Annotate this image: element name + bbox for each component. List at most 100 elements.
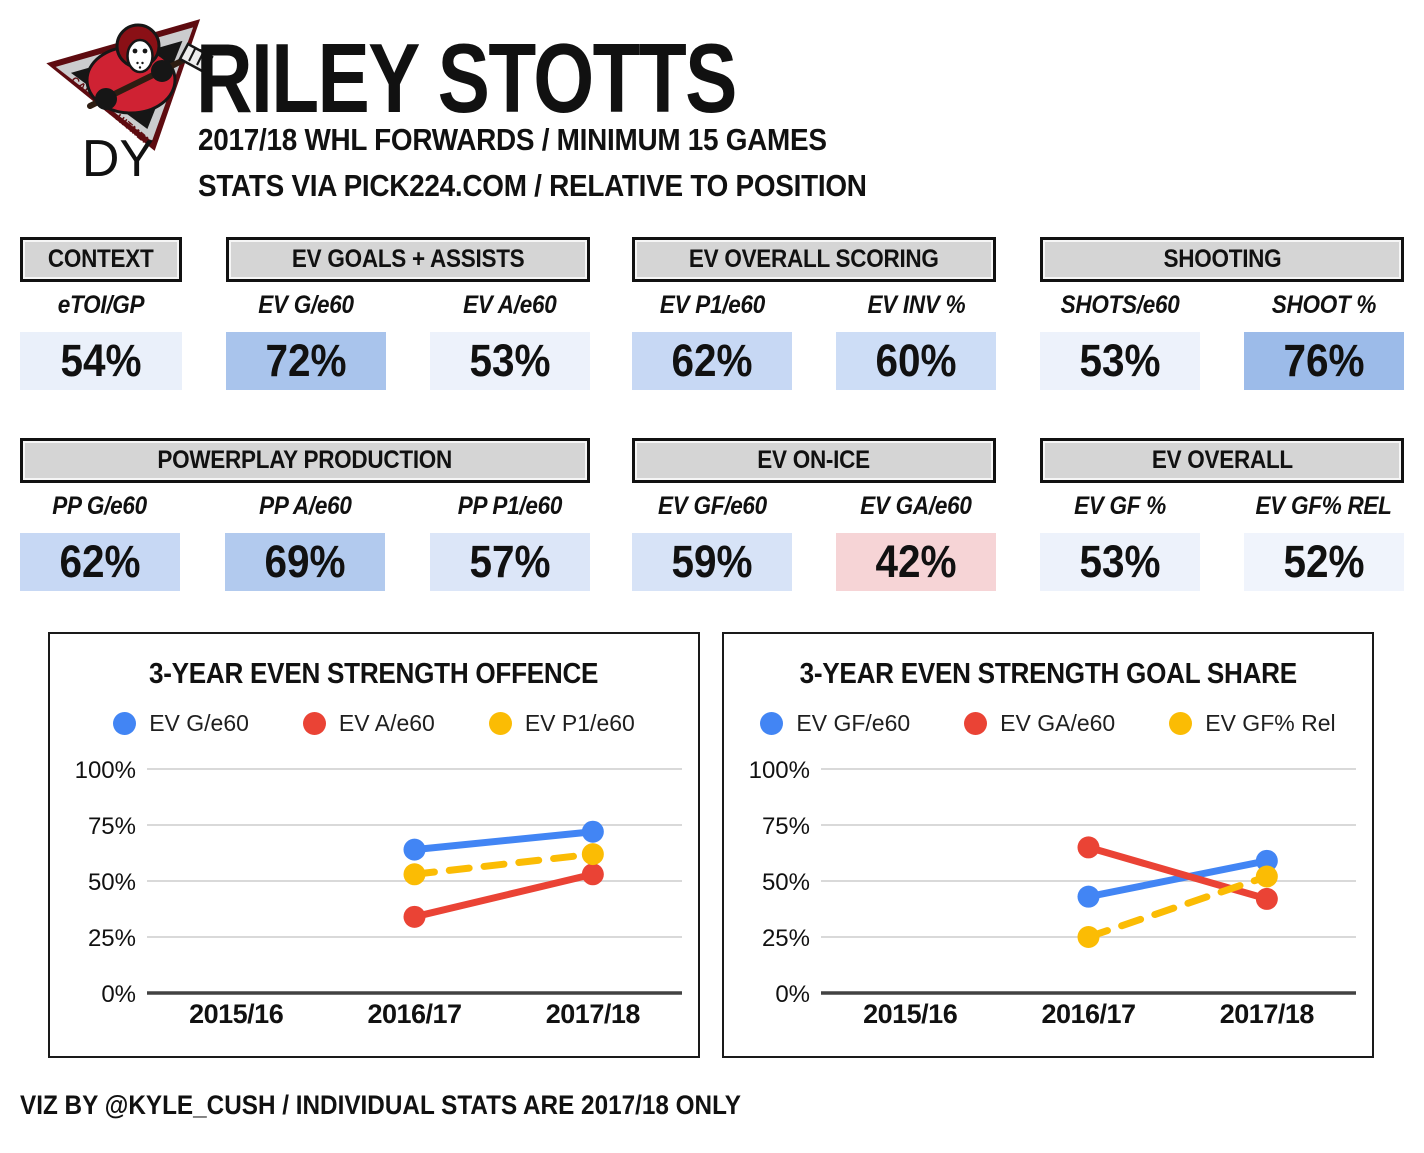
chart-title: 3-YEAR EVEN STRENGTH GOAL SHARE bbox=[799, 658, 1297, 690]
stat-label: EV INV % bbox=[867, 291, 965, 319]
stat-group-header: EV OVERALL SCORING bbox=[632, 237, 996, 282]
stat-label: EV GA/e60 bbox=[860, 492, 972, 520]
stat-value: 57% bbox=[430, 533, 590, 591]
svg-text:75%: 75% bbox=[88, 813, 136, 840]
stat-value: 60% bbox=[836, 332, 996, 390]
chart-even-strength-offence: 3-YEAR EVEN STRENGTH OFFENCE EV G/e60 EV… bbox=[48, 632, 700, 1058]
chart-legend: EV GF/e60 EV GA/e60 EV GF% Rel bbox=[724, 706, 1372, 740]
stat-column: EV GF% REL 52% bbox=[1244, 483, 1404, 591]
stat-group-ev-overall: EV OVERALL EV GF % 53% EV GF% REL 52% bbox=[1040, 438, 1404, 591]
legend-item: EV P1/e60 bbox=[488, 709, 635, 737]
stat-column: EV GF/e60 59% bbox=[632, 483, 792, 591]
legend-label: EV G/e60 bbox=[149, 709, 249, 736]
stat-group-header: POWERPLAY PRODUCTION bbox=[20, 438, 590, 483]
stat-label: eTOI/GP bbox=[57, 291, 145, 319]
svg-text:2017/18: 2017/18 bbox=[1220, 999, 1315, 1029]
svg-text:2015/16: 2015/16 bbox=[189, 999, 284, 1029]
stat-value: 59% bbox=[632, 533, 792, 591]
legend-label: EV P1/e60 bbox=[524, 709, 635, 736]
stat-label: EV P1/e60 bbox=[659, 291, 765, 319]
stat-value: 54% bbox=[20, 332, 182, 390]
legend-item: EV GA/e60 bbox=[964, 710, 1115, 737]
stat-value: 62% bbox=[20, 533, 180, 591]
credit-line: VIZ BY @KYLE_CUSH / INDIVIDUAL STATS ARE… bbox=[20, 1090, 741, 1120]
legend-dot bbox=[760, 711, 784, 735]
svg-text:2017/18: 2017/18 bbox=[546, 999, 641, 1029]
stat-label: EV A/e60 bbox=[463, 291, 557, 319]
stat-group-header: SHOOTING bbox=[1040, 237, 1404, 282]
logo-glove bbox=[151, 60, 173, 82]
stat-column: EV P1/e60 62% bbox=[632, 282, 792, 390]
stat-group-ev-goals-assists: EV GOALS + ASSISTS EV G/e60 72% EV A/e60… bbox=[226, 237, 590, 390]
stat-column: EV G/e60 72% bbox=[226, 282, 386, 390]
stat-column: PP G/e60 62% bbox=[20, 483, 180, 591]
logo-hitman-figure bbox=[85, 23, 214, 115]
stat-value: 52% bbox=[1244, 533, 1404, 591]
svg-text:100%: 100% bbox=[75, 757, 136, 784]
stat-label: EV GF % bbox=[1074, 492, 1166, 520]
stat-column: EV GF % 53% bbox=[1040, 483, 1200, 591]
stat-column: eTOI/GP 54% bbox=[20, 282, 182, 390]
legend-dot bbox=[302, 711, 326, 735]
svg-text:0%: 0% bbox=[101, 981, 136, 1008]
svg-text:25%: 25% bbox=[88, 925, 136, 952]
stat-group-header: CONTEXT bbox=[20, 237, 182, 282]
page-title: RILEY STOTTS bbox=[196, 23, 737, 133]
stat-group-header: EV GOALS + ASSISTS bbox=[226, 237, 590, 282]
draft-year-label: DY bbox=[81, 130, 155, 188]
svg-text:50%: 50% bbox=[762, 869, 810, 896]
chart-even-strength-goal-share: 3-YEAR EVEN STRENGTH GOAL SHARE EV GF/e6… bbox=[722, 632, 1374, 1058]
stat-group-header: EV OVERALL bbox=[1040, 438, 1404, 483]
stat-value: 69% bbox=[225, 533, 385, 591]
chart-title: 3-YEAR EVEN STRENGTH OFFENCE bbox=[149, 658, 599, 690]
stat-group-header: EV ON-ICE bbox=[632, 438, 996, 483]
stat-label: PP A/e60 bbox=[258, 492, 352, 520]
legend-item: EV A/e60 bbox=[302, 709, 435, 737]
stat-value: 53% bbox=[430, 332, 590, 390]
stat-group-ev-on-ice: EV ON-ICE EV GF/e60 59% EV GA/e60 42% bbox=[632, 438, 996, 591]
line-chart-offence: 0% 25% 50% 75% 100% 2015/16 2016/17 2017/18 bbox=[75, 757, 682, 1029]
stat-label: EV GF/e60 bbox=[657, 492, 767, 520]
svg-text:2015/16: 2015/16 bbox=[863, 999, 958, 1029]
stat-label: PP G/e60 bbox=[52, 492, 148, 520]
stat-label: SHOOT % bbox=[1271, 291, 1377, 319]
stat-group-shooting: SHOOTING SHOTS/e60 53% SHOOT % 76% bbox=[1040, 237, 1404, 390]
svg-text:75%: 75% bbox=[762, 813, 810, 840]
legend-dot bbox=[964, 711, 988, 735]
stat-column: PP A/e60 69% bbox=[225, 483, 385, 591]
chart-legend: EV G/e60 EV A/e60 EV P1/e60 bbox=[50, 706, 698, 740]
stat-group-context: CONTEXT eTOI/GP 54% bbox=[20, 237, 182, 390]
team-logo: CALGARY HITMEN bbox=[46, 19, 214, 151]
stat-column: EV INV % 60% bbox=[836, 282, 996, 390]
stat-value: 53% bbox=[1040, 533, 1200, 591]
line-chart-goal-share: 0% 25% 50% 75% 100% 2015/16 2016/17 2017/18 bbox=[749, 757, 1356, 1029]
legend-dot bbox=[1169, 711, 1193, 735]
logo-stick-blade bbox=[178, 42, 214, 74]
legend-label: EV GF/e60 bbox=[796, 709, 911, 736]
stat-label: EV GF% REL bbox=[1255, 492, 1393, 520]
legend-label: EV A/e60 bbox=[338, 709, 435, 736]
stat-value: 42% bbox=[836, 533, 996, 591]
stat-label: SHOTS/e60 bbox=[1060, 291, 1180, 319]
svg-text:0%: 0% bbox=[775, 981, 810, 1008]
legend-item: EV G/e60 bbox=[113, 710, 249, 737]
legend-dot bbox=[113, 711, 137, 735]
stat-value: 72% bbox=[226, 332, 386, 390]
svg-text:50%: 50% bbox=[88, 869, 136, 896]
stat-label: EV G/e60 bbox=[258, 291, 354, 319]
subtitle-cohort: 2017/18 WHL FORWARDS / MINIMUM 15 GAMES bbox=[198, 122, 827, 157]
stat-group-ev-overall-scoring: EV OVERALL SCORING EV P1/e60 62% EV INV … bbox=[632, 237, 996, 390]
svg-text:100%: 100% bbox=[749, 757, 810, 784]
logo-mask bbox=[126, 38, 154, 74]
stat-column: SHOOT % 76% bbox=[1244, 282, 1404, 390]
stat-group-powerplay-production: POWERPLAY PRODUCTION PP G/e60 62% PP A/e… bbox=[20, 438, 590, 591]
stat-column: EV A/e60 53% bbox=[430, 282, 590, 390]
stat-value: 76% bbox=[1244, 332, 1404, 390]
legend-label: EV GF% Rel bbox=[1205, 709, 1336, 736]
svg-text:2016/17: 2016/17 bbox=[1041, 999, 1135, 1029]
stat-label: PP P1/e60 bbox=[457, 492, 563, 520]
stat-column: PP P1/e60 57% bbox=[430, 483, 590, 591]
legend-dot bbox=[488, 711, 512, 735]
svg-text:2016/17: 2016/17 bbox=[367, 999, 461, 1029]
